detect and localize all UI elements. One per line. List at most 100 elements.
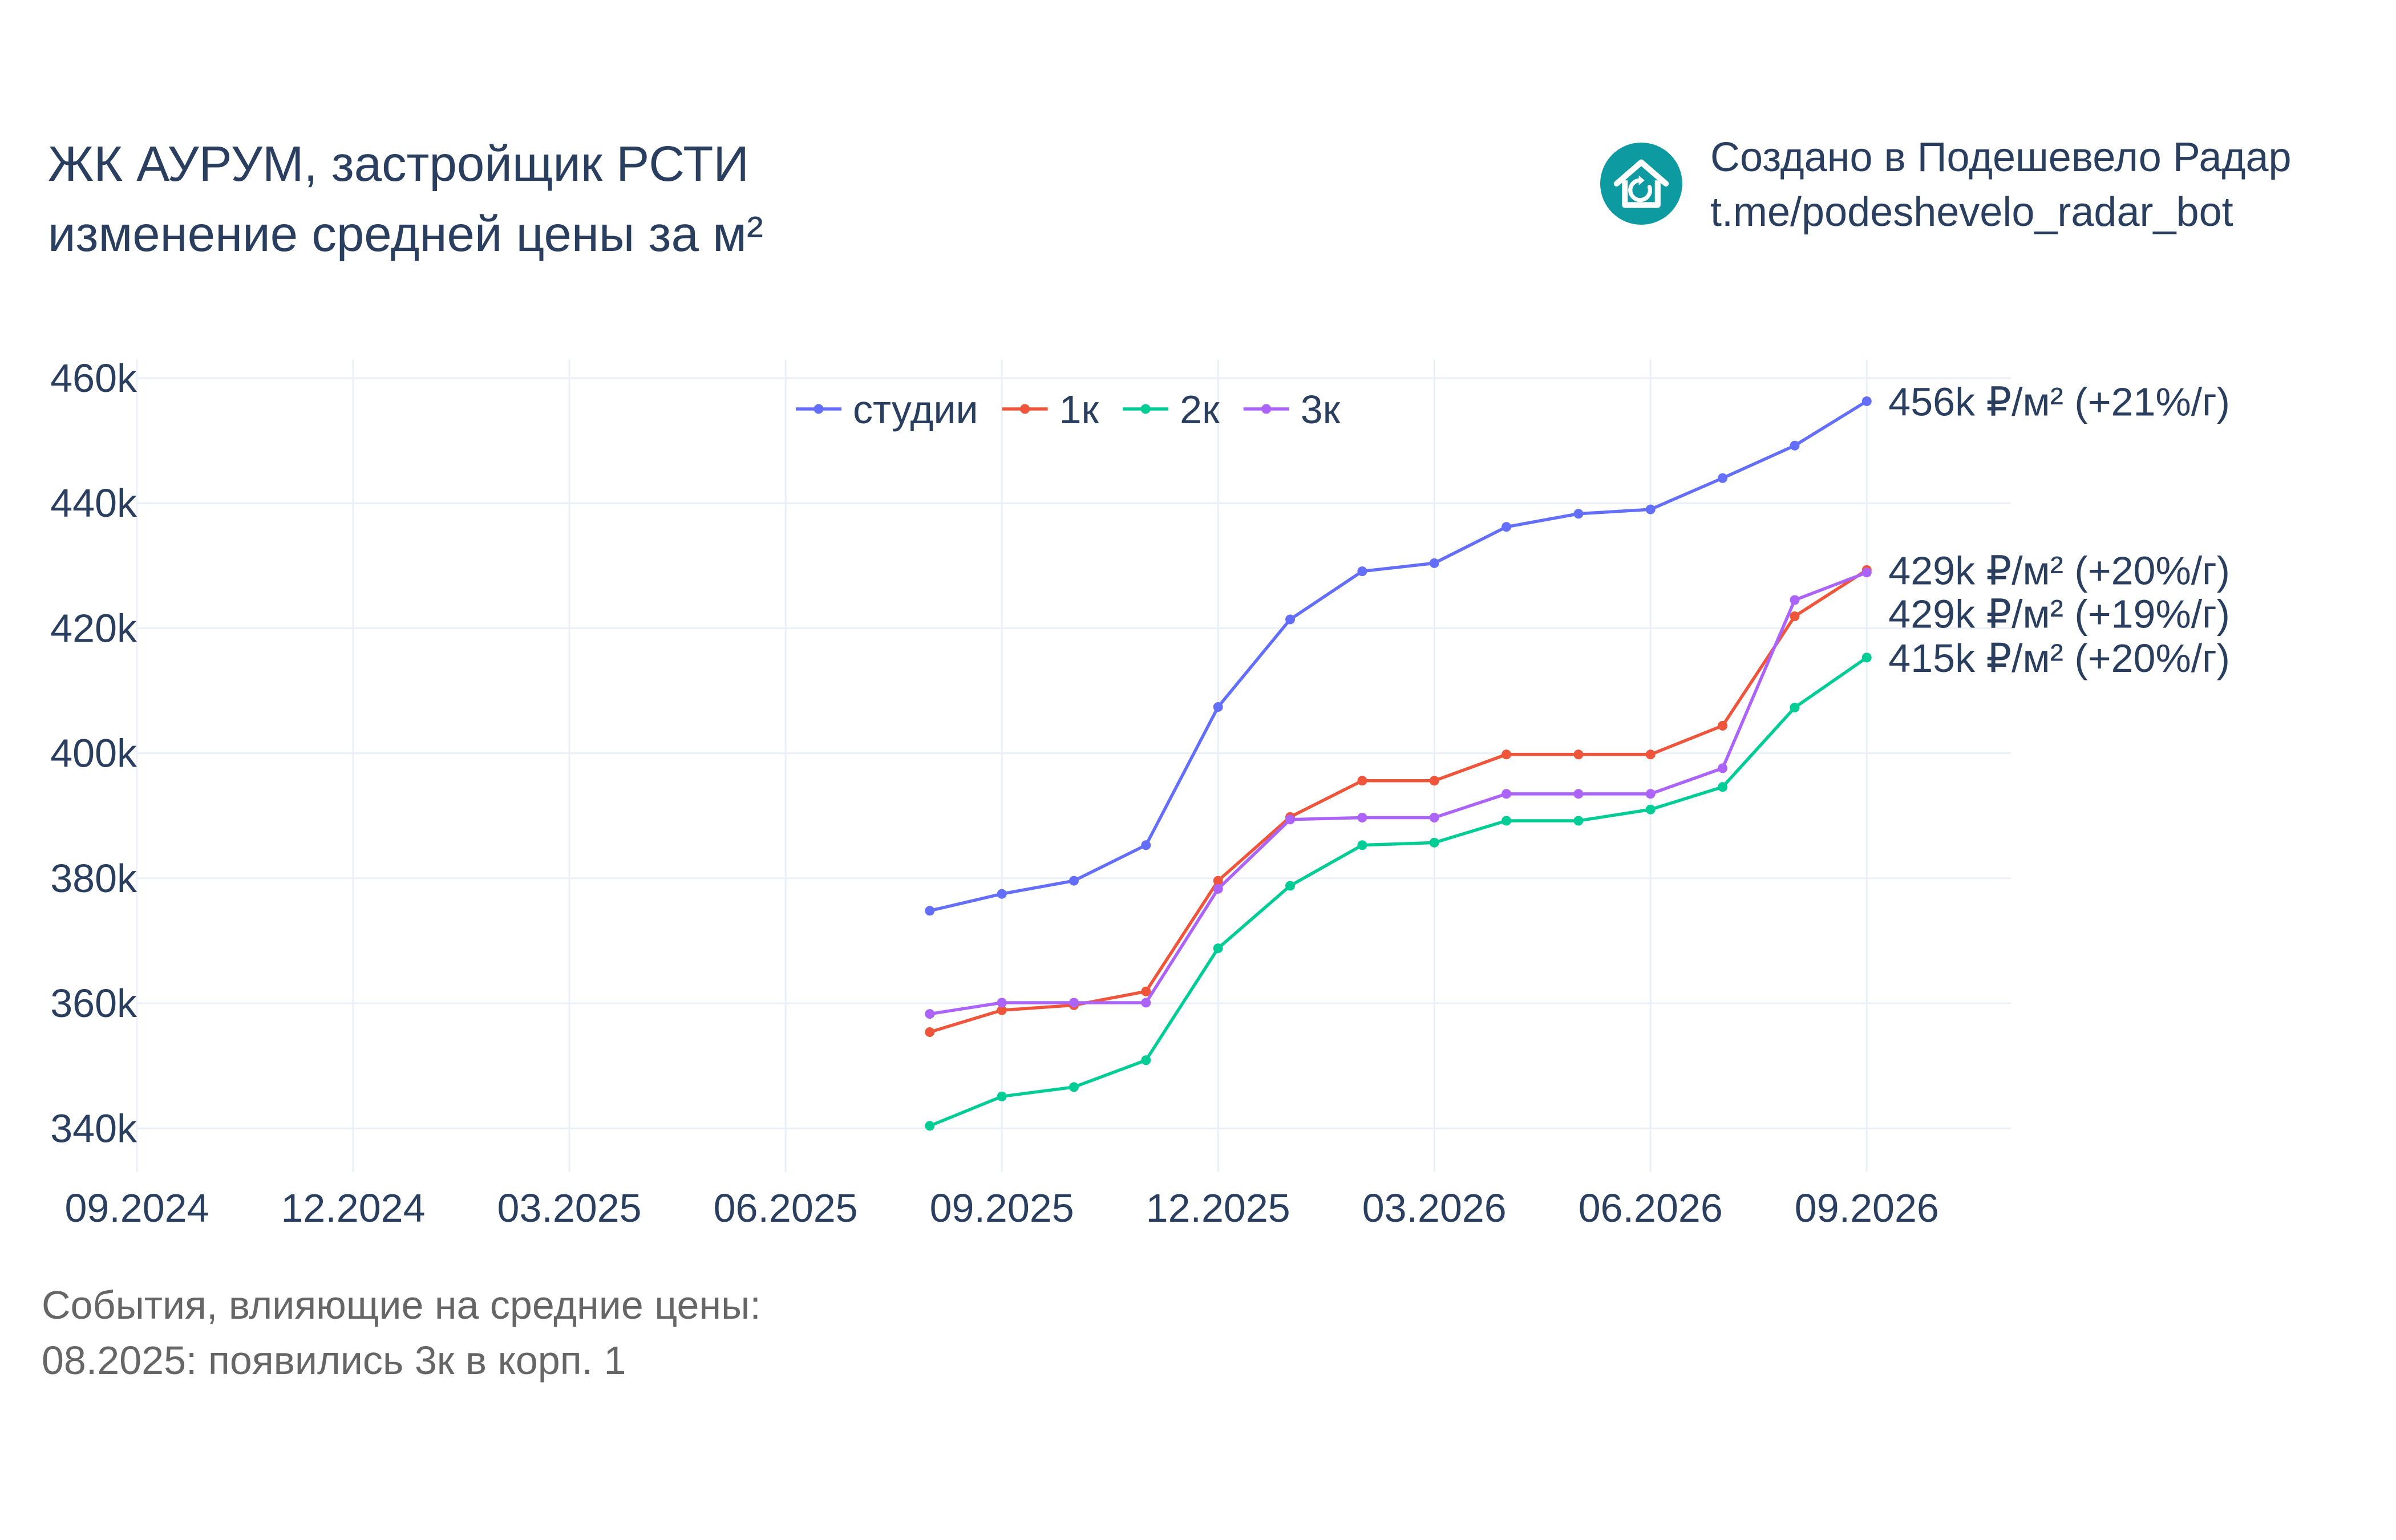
data-point: [1645, 804, 1656, 814]
series-end-label: 456k ₽/м² (+21%/г): [1888, 379, 2230, 424]
data-point: [1213, 884, 1223, 894]
data-point: [1718, 782, 1728, 792]
data-point: [997, 998, 1007, 1008]
brand-text: Создано в Подешевело Радар t.me/podeshev…: [1710, 130, 2292, 240]
series-line: [929, 571, 1868, 1016]
x-tick-label: 09.2024: [64, 1186, 209, 1230]
data-point: [1861, 653, 1872, 663]
legend-label: студии: [853, 387, 978, 432]
y-tick-label: 380k: [50, 856, 137, 901]
x-tick-label: 09.2026: [1795, 1186, 1939, 1230]
data-point: [1790, 611, 1800, 622]
data-point: [1718, 720, 1728, 731]
legend-item[interactable]: 2к: [1123, 387, 1220, 432]
series-3: [925, 653, 1872, 1131]
data-point: [1285, 814, 1296, 825]
legend-label: 3к: [1301, 387, 1341, 432]
data-point: [1645, 504, 1656, 514]
events-heading: События, влияющие на средние цены:: [42, 1283, 761, 1327]
y-tick-label: 440k: [50, 481, 137, 525]
x-tick-label: 12.2024: [281, 1186, 426, 1230]
y-tick-label: 340k: [50, 1106, 137, 1150]
data-point: [997, 1091, 1007, 1101]
grid: [136, 359, 2011, 1172]
data-point: [1357, 566, 1367, 577]
data-point: [1357, 840, 1367, 850]
data-point: [1429, 558, 1439, 568]
legend-swatch-marker: [1261, 404, 1272, 414]
data-point: [1645, 789, 1656, 799]
data-point: [1861, 396, 1872, 406]
x-tick-label: 06.2025: [714, 1186, 858, 1230]
data-point: [925, 1009, 935, 1019]
chart-title-line-1: ЖК АУРУМ, застройщик РСТИ: [48, 136, 749, 192]
data-point: [1285, 881, 1296, 891]
data-point: [1285, 614, 1296, 625]
x-tick-label: 12.2025: [1146, 1186, 1290, 1230]
data-point: [1429, 776, 1439, 786]
data-point: [1213, 943, 1223, 954]
data-point: [1141, 840, 1151, 850]
data-point: [1357, 812, 1367, 822]
data-point: [1501, 749, 1512, 760]
chart-title-line-2: изменение средней цены за м²: [48, 206, 763, 262]
events-block: События, влияющие на средние цены: 08.20…: [42, 1278, 761, 1388]
price-chart: 09.2024 12.2024 03.2025 06.2025 09.2025 12.20…: [50, 356, 2230, 1230]
data-point: [1141, 986, 1151, 996]
x-tick-label: 03.2025: [497, 1186, 642, 1230]
data-point: [925, 1121, 935, 1131]
series-end-label: 415k ₽/м² (+20%/г): [1888, 636, 2230, 680]
data-point: [925, 1027, 935, 1037]
legend-swatch-marker: [1020, 404, 1030, 414]
series-end-label: 429k ₽/м² (+19%/г): [1888, 591, 2230, 636]
legend-label: 1к: [1059, 387, 1099, 432]
legend-swatch-marker: [1140, 404, 1151, 414]
data-point: [1141, 998, 1151, 1008]
data-point: [1573, 509, 1584, 519]
legend-item[interactable]: 3к: [1243, 387, 1341, 432]
data-point: [1573, 789, 1584, 799]
y-tick-label: 420k: [50, 606, 137, 650]
data-point: [997, 1005, 1007, 1015]
series-line: [929, 656, 1868, 1128]
data-point: [1141, 1055, 1151, 1065]
data-point: [1861, 568, 1872, 578]
series-4: [925, 568, 1872, 1019]
brand-line-1: Создано в Подешевело Радар: [1710, 135, 2292, 180]
data-point: [1573, 816, 1584, 826]
data-point: [1213, 876, 1223, 886]
data-point: [1069, 998, 1079, 1008]
data-point: [1069, 1082, 1079, 1092]
event-item: 08.2025: появились 3к в корп. 1: [42, 1338, 626, 1383]
legend-swatch-marker: [813, 404, 824, 414]
data-point: [1501, 816, 1512, 826]
legend-item[interactable]: 1к: [1002, 387, 1099, 432]
data-point: [997, 889, 1007, 899]
data-point: [1573, 749, 1584, 760]
data-point: [1790, 440, 1800, 451]
legend-label: 2к: [1180, 387, 1220, 432]
data-point: [1645, 749, 1656, 760]
series-end-label: 429k ₽/м² (+20%/г): [1888, 548, 2230, 593]
x-tick-label: 03.2026: [1362, 1186, 1507, 1230]
data-point: [925, 906, 935, 916]
data-point: [1790, 595, 1800, 605]
y-tick-label: 360k: [50, 981, 137, 1026]
series-1: [925, 396, 1872, 916]
x-tick-label: 06.2026: [1579, 1186, 1723, 1230]
data-point: [1718, 763, 1728, 773]
data-point: [1069, 876, 1079, 886]
data-point: [1429, 812, 1439, 822]
data-point: [1501, 789, 1512, 799]
data-point: [1790, 703, 1800, 713]
series-line: [929, 400, 1868, 913]
data-point: [1718, 473, 1728, 483]
series-line: [929, 569, 1868, 1034]
brand-line-2[interactable]: t.me/podeshevelo_radar_bot: [1710, 189, 2233, 235]
x-tick-label: 09.2025: [930, 1186, 1074, 1230]
y-tick-label: 460k: [50, 356, 137, 400]
house-refresh-icon: [1600, 143, 1682, 225]
data-point: [1429, 837, 1439, 848]
data-point: [1357, 776, 1367, 786]
legend-item[interactable]: студии: [796, 387, 978, 432]
